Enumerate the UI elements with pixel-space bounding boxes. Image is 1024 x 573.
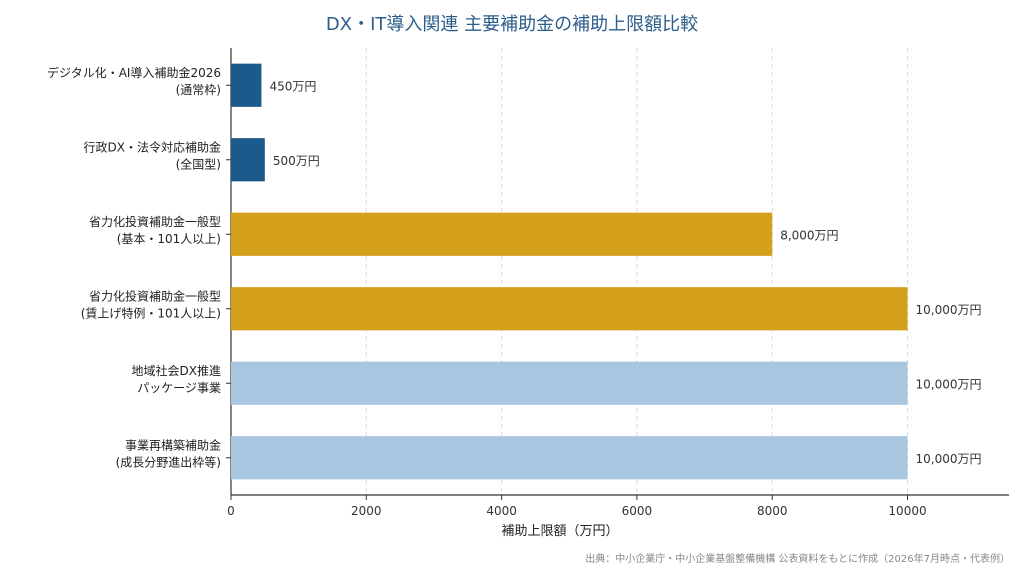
category-label: 地域社会DX推進 [132, 363, 221, 378]
bar-value-label: 10,000万円 [916, 377, 982, 391]
category-label: (全国型) [176, 156, 221, 171]
x-tick-label: 2000 [351, 504, 382, 518]
category-label: (基本・101人以上) [117, 232, 221, 246]
category-label: 省力化投資補助金一般型 [89, 214, 221, 229]
source-note: 出典：中小企業庁・中小企業基盤整備機構 公表資料をもとに作成（2026年7月時点… [585, 554, 1010, 565]
bar [231, 63, 262, 107]
bar [231, 138, 265, 182]
x-tick-label: 0 [227, 504, 235, 518]
category-label: (通常枠) [176, 83, 221, 97]
x-tick-label: 8000 [757, 504, 788, 518]
bar-value-label: 450万円 [269, 79, 316, 93]
bar [231, 212, 773, 256]
bar [231, 287, 908, 331]
x-tick-label: 6000 [622, 504, 653, 518]
bar-value-label: 10,000万円 [916, 452, 982, 466]
bar [231, 361, 908, 405]
category-label: パッケージ事業 [137, 381, 221, 395]
category-label: 省力化投資補助金一般型 [89, 288, 221, 303]
bar-value-label: 500万円 [273, 154, 320, 168]
category-label: 事業再構築補助金 [125, 437, 221, 452]
chart-title: DX・IT導入関連 主要補助金の補助上限額比較 [325, 14, 699, 35]
category-label: デジタル化・AI導入補助金2026 [47, 65, 221, 80]
x-axis-label: 補助上限額（万円） [501, 524, 618, 539]
bar [231, 436, 908, 480]
category-label: 行政DX・法令対応補助金 [84, 139, 221, 154]
bar-value-label: 10,000万円 [916, 303, 982, 317]
x-tick-label: 4000 [486, 504, 517, 518]
category-label: (賃上げ特例・101人以上) [81, 305, 221, 320]
category-label: (成長分野進出枠等) [116, 455, 221, 469]
x-tick-label: 10000 [888, 504, 926, 518]
bar-value-label: 8,000万円 [780, 228, 838, 242]
